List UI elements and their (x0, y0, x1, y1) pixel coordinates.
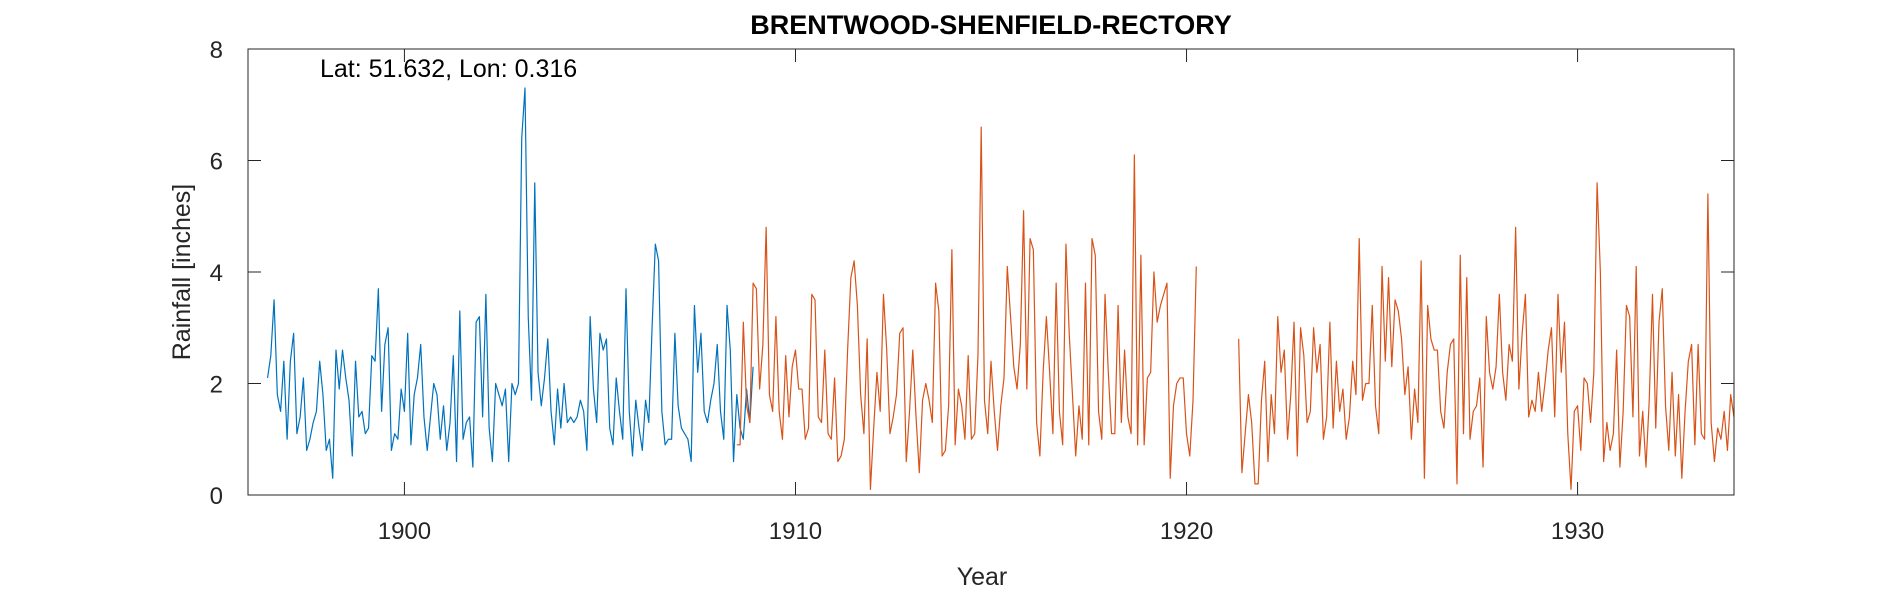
x-axis: 1900 1910 1920 1930 (378, 49, 1604, 545)
y-tick-label: 6 (210, 149, 223, 176)
x-tick-label: 1910 (769, 518, 822, 545)
x-tick-label: 1900 (378, 518, 431, 545)
rainfall-series-line-2 (736, 126, 1735, 491)
y-tick-label: 4 (210, 260, 223, 287)
y-tick-label: 8 (210, 37, 223, 64)
x-axis-label: Year (957, 563, 1008, 591)
location-annotation: Lat: 51.632, Lon: 0.316 (320, 55, 577, 83)
rainfall-series-line-1 (266, 87, 754, 479)
y-tick-label: 2 (210, 372, 223, 399)
y-axis-label: Rainfall [inches] (168, 184, 196, 360)
chart-title: BRENTWOOD-SHENFIELD-RECTORY (750, 10, 1232, 40)
series-layer (266, 87, 1735, 491)
x-tick-label: 1920 (1160, 518, 1213, 545)
plot-area (248, 49, 1734, 495)
y-tick-label: 0 (210, 483, 223, 510)
y-axis: 0 2 4 6 8 (210, 37, 1734, 510)
x-tick-label: 1930 (1551, 518, 1604, 545)
